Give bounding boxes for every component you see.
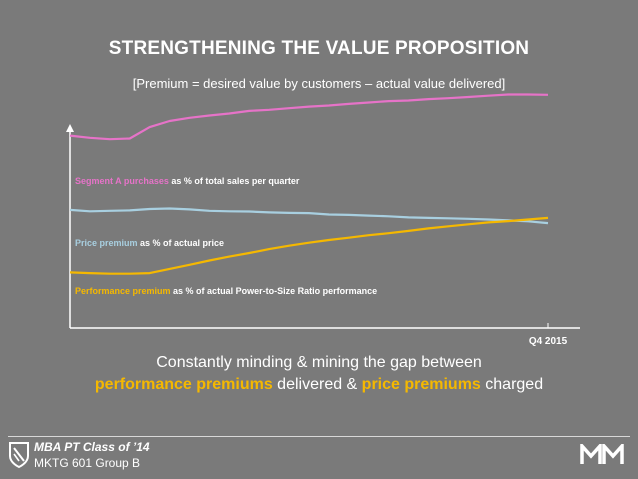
caption-line-2: performance premiums delivered & price p… <box>0 376 638 394</box>
series-name-2: Price premium <box>75 238 138 248</box>
shield-logo-icon <box>9 442 29 469</box>
series-line-3 <box>69 216 549 275</box>
series-label-3: Performance premium as % of actual Power… <box>75 286 377 296</box>
caption-highlight-price: price premiums <box>361 376 481 393</box>
series-name-1: Segment A purchases <box>75 176 169 186</box>
series-line-2 <box>69 207 549 225</box>
mm-monogram-logo-icon <box>580 444 624 464</box>
footer-divider <box>8 436 630 437</box>
series-name-3: Performance premium <box>75 286 171 296</box>
series-label-1: Segment A purchases as % of total sales … <box>75 176 300 186</box>
series-label-2: Price premium as % of actual price <box>75 238 224 248</box>
y-axis-arrow <box>66 124 74 132</box>
series-line-1 <box>69 93 549 141</box>
caption-text-delivered: delivered & <box>272 376 362 393</box>
series-label-rest-1: as % of total sales per quarter <box>169 176 300 186</box>
slide-title: STRENGTHENING THE VALUE PROPOSITION <box>108 38 530 59</box>
caption-line-1: Constantly minding & mining the gap betw… <box>156 354 482 371</box>
x-tick-label: Q4 2015 <box>529 336 568 347</box>
caption-text-charged: charged <box>480 376 544 393</box>
caption-highlight-performance: performance premiums <box>94 376 273 393</box>
footer-class-label: MBA PT Class of ’14 <box>34 440 150 454</box>
series-label-rest-3: as % of actual Power-to-Size Ratio perfo… <box>171 286 378 296</box>
series-label-rest-2: as % of actual price <box>138 238 225 248</box>
slide-subtitle: [Premium = desired value by customers – … <box>132 76 506 91</box>
footer-group-label: MKTG 601 Group B <box>34 456 141 470</box>
